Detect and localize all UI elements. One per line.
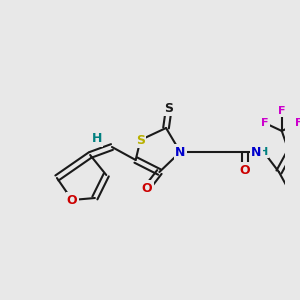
Text: O: O	[239, 164, 250, 176]
Text: N: N	[251, 146, 261, 158]
Text: S: S	[136, 134, 145, 146]
Text: O: O	[142, 182, 152, 194]
Text: H: H	[92, 133, 102, 146]
Text: F: F	[261, 118, 268, 128]
Text: N: N	[175, 146, 185, 158]
Text: O: O	[67, 194, 77, 206]
Text: F: F	[278, 106, 286, 116]
Text: H: H	[259, 147, 268, 157]
Text: F: F	[295, 118, 300, 128]
Text: S: S	[164, 101, 173, 115]
